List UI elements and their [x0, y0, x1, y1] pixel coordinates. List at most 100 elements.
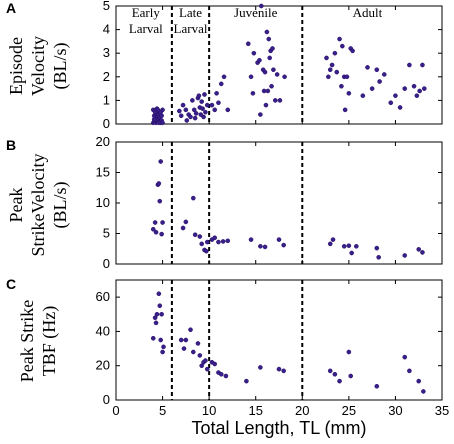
- data-point: [258, 112, 263, 117]
- data-point: [342, 107, 348, 113]
- data-point: [159, 113, 164, 119]
- plot-frame: [115, 141, 443, 265]
- data-point: [257, 57, 262, 63]
- y-tick-label: 5: [103, 226, 110, 241]
- data-point: [420, 250, 425, 255]
- panel-letter: C: [6, 276, 16, 292]
- data-point: [414, 93, 420, 98]
- data-point: [259, 3, 264, 9]
- data-point: [204, 102, 210, 108]
- data-point: [270, 46, 275, 51]
- data-point: [374, 383, 380, 389]
- data-point: [212, 361, 218, 367]
- data-point: [197, 234, 203, 239]
- data-point: [191, 349, 196, 355]
- stage-label: Larval: [129, 21, 163, 36]
- data-point: [152, 220, 158, 225]
- data-point: [216, 100, 221, 106]
- data-point: [197, 353, 203, 358]
- data-point: [267, 55, 272, 61]
- data-point: [332, 50, 338, 56]
- data-point: [374, 67, 380, 73]
- data-point: [244, 378, 249, 384]
- data-point: [282, 74, 287, 80]
- data-point: [337, 378, 342, 384]
- data-point: [204, 366, 210, 372]
- data-point: [214, 91, 219, 96]
- data-point: [365, 65, 370, 70]
- data-point: [204, 239, 210, 245]
- data-point: [274, 72, 280, 77]
- data-point: [381, 72, 387, 77]
- data-point: [199, 241, 204, 247]
- data-point: [330, 237, 336, 242]
- data-point: [160, 349, 165, 355]
- data-point: [266, 36, 272, 42]
- data-point: [354, 244, 359, 249]
- y-tick-label: 1: [103, 92, 110, 107]
- data-point: [184, 118, 190, 123]
- data-point: [346, 91, 352, 96]
- x-tick-label: 25: [342, 403, 356, 418]
- data-point: [332, 371, 338, 377]
- data-point: [324, 55, 329, 61]
- data-point: [192, 232, 198, 238]
- data-point: [346, 243, 352, 248]
- data-point: [155, 107, 161, 113]
- data-point: [327, 67, 333, 73]
- data-point: [327, 368, 333, 374]
- y-axis-label: (BL/s): [50, 181, 71, 228]
- data-point: [196, 93, 202, 98]
- stage-label: Adult: [353, 5, 383, 20]
- data-point: [183, 337, 189, 343]
- data-point: [350, 48, 355, 54]
- data-point: [248, 74, 254, 80]
- data-point: [377, 79, 382, 84]
- x-tick-label: 0: [112, 403, 119, 418]
- y-tick-label: 40: [96, 323, 110, 338]
- y-tick-label: 10: [96, 195, 110, 210]
- data-point: [218, 81, 224, 87]
- data-point: [212, 235, 218, 241]
- y-tick-label: 15: [96, 165, 110, 180]
- data-point: [344, 74, 350, 80]
- stage-label: Early: [132, 5, 161, 20]
- data-point: [272, 98, 278, 103]
- data-point: [411, 83, 417, 89]
- panel-letter: B: [6, 137, 16, 153]
- data-point: [422, 86, 427, 91]
- data-point: [341, 244, 347, 249]
- data-point: [417, 88, 422, 94]
- data-point: [416, 378, 422, 384]
- data-point: [220, 239, 226, 244]
- panel-b: 0 5 10 15 20 B Peak StrikeVelocity (BL/s): [6, 134, 443, 271]
- data-point: [327, 241, 333, 247]
- data-point: [376, 254, 381, 260]
- y-tick-label: 20: [96, 134, 110, 149]
- data-point: [200, 106, 205, 111]
- data-point: [265, 88, 271, 94]
- data-point: [245, 41, 251, 47]
- data-point: [258, 365, 263, 370]
- data-point: [188, 114, 193, 120]
- y-tick-label: 0: [103, 392, 110, 407]
- y-tick-label: 4: [103, 22, 110, 37]
- data-point: [191, 195, 196, 201]
- data-point: [156, 181, 162, 186]
- data-point: [195, 341, 201, 346]
- data-point: [402, 253, 408, 258]
- data-point: [225, 238, 231, 244]
- data-point: [157, 303, 163, 309]
- data-point: [393, 93, 398, 98]
- data-point: [159, 311, 164, 317]
- y-axis-label: StrikeVelocity: [28, 154, 48, 257]
- data-point: [159, 231, 164, 237]
- data-point: [277, 98, 283, 103]
- data-point: [360, 93, 366, 98]
- data-point: [339, 83, 344, 89]
- panel-letter: A: [6, 0, 16, 16]
- data-point: [158, 337, 164, 343]
- data-point: [340, 43, 345, 49]
